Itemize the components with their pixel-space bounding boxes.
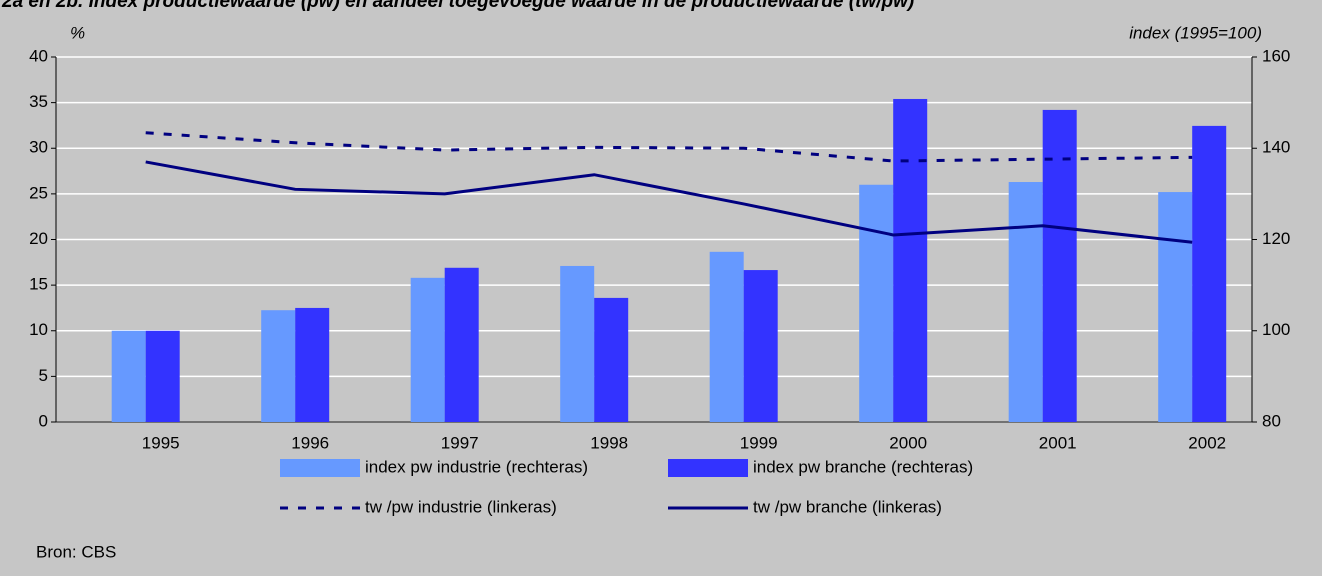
x-tick-label: 1998 xyxy=(590,433,628,452)
bar xyxy=(1042,109,1077,423)
y2-tick-label: 100 xyxy=(1262,320,1290,339)
bar xyxy=(1158,192,1193,422)
source: Bron: CBS xyxy=(36,542,116,561)
y-tick-label: 15 xyxy=(29,275,48,294)
x-tick-label: 1997 xyxy=(441,433,479,452)
chart-title: 2a en 2b. Index productiewaarde (pw) en … xyxy=(1,0,914,12)
bar xyxy=(295,307,330,422)
x-tick-label: 2002 xyxy=(1188,433,1226,452)
y-tick-label: 35 xyxy=(29,92,48,111)
bar xyxy=(893,98,928,422)
bar xyxy=(444,267,479,422)
y2-tick-label: 80 xyxy=(1262,411,1281,430)
x-tick-label: 1999 xyxy=(740,433,778,452)
bar xyxy=(145,330,180,422)
bar xyxy=(1192,125,1227,423)
bar xyxy=(560,265,595,422)
x-tick-label: 1995 xyxy=(142,433,180,452)
bar xyxy=(743,270,778,422)
y2-tick-label: 140 xyxy=(1262,138,1290,157)
legend-swatch xyxy=(668,459,748,477)
y-tick-label: 20 xyxy=(29,229,48,248)
y-axis-label: % xyxy=(70,23,85,42)
y-tick-label: 40 xyxy=(29,46,48,65)
y2-tick-label: 120 xyxy=(1262,229,1290,248)
line xyxy=(145,160,1193,244)
y-tick-label: 25 xyxy=(29,183,48,202)
line xyxy=(145,131,1193,163)
bar xyxy=(709,251,744,422)
bar xyxy=(111,330,146,422)
y-tick-label: 5 xyxy=(39,366,48,385)
legend-label: index pw branche (rechteras) xyxy=(753,457,973,476)
x-tick-label: 1996 xyxy=(291,433,329,452)
bar xyxy=(1008,182,1043,422)
y2-axis-label: index (1995=100) xyxy=(1129,23,1262,42)
y-tick-label: 30 xyxy=(29,138,48,157)
legend-swatch xyxy=(280,459,360,477)
x-tick-label: 2000 xyxy=(889,433,927,452)
bar xyxy=(261,310,296,422)
bar xyxy=(410,277,445,422)
y-tick-label: 10 xyxy=(29,320,48,339)
bar xyxy=(859,184,894,422)
legend-label: tw /pw industrie (linkeras) xyxy=(365,497,557,516)
legend-label: index pw industrie (rechteras) xyxy=(365,457,588,476)
y-tick-label: 0 xyxy=(39,411,48,430)
y2-tick-label: 160 xyxy=(1262,46,1290,65)
legend-label: tw /pw branche (linkeras) xyxy=(753,497,942,516)
x-tick-label: 2001 xyxy=(1039,433,1077,452)
bar xyxy=(594,297,629,422)
